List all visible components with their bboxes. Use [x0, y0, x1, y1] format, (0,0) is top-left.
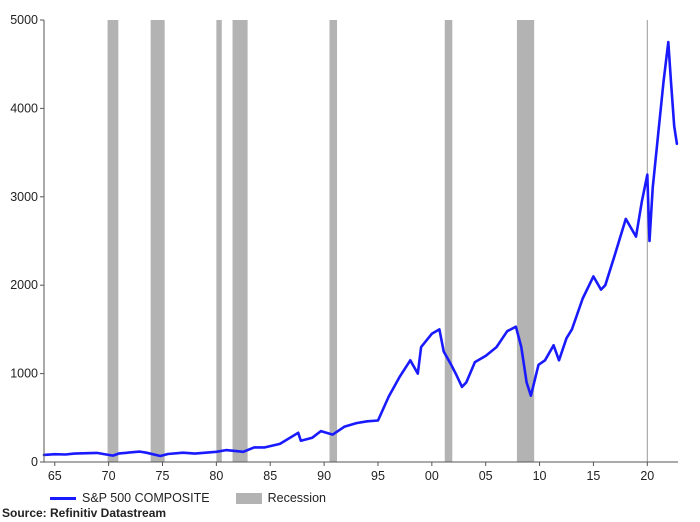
x-tick-label-3: 80	[209, 469, 223, 483]
x-tick-label-9: 10	[533, 469, 547, 483]
series-layer	[42, 40, 679, 458]
x-tick-label-1: 70	[102, 469, 116, 483]
recession-band-1	[150, 20, 165, 462]
y-tick-label-2: 2000	[10, 278, 38, 292]
x-tick-label-11: 20	[640, 469, 654, 483]
recession-band-0	[107, 20, 119, 462]
legend-item-sp500: S&P 500 COMPOSITE	[50, 491, 210, 505]
recession-band-4	[329, 20, 338, 462]
x-tick-label-4: 85	[263, 469, 277, 483]
x-tick-label-10: 15	[586, 469, 600, 483]
x-tick-label-8: 05	[479, 469, 493, 483]
y-tick-label-4: 4000	[10, 101, 38, 115]
x-tick-label-5: 90	[317, 469, 331, 483]
legend-label-recession: Recession	[267, 491, 326, 505]
y-tick-label-0: 0	[31, 455, 38, 469]
legend-swatch-box	[235, 492, 262, 504]
recession-band-2	[216, 20, 222, 462]
x-tick-label-0: 65	[48, 469, 62, 483]
source-note: Source: Refinitiv Datastream	[2, 506, 167, 520]
y-tick-label-3: 3000	[10, 190, 38, 204]
axes	[43, 20, 678, 463]
y-tick-labels: 0 1000 2000 3000 4000 5000	[10, 13, 44, 469]
legend-item-recession: Recession	[235, 491, 326, 505]
legend-label-sp500: S&P 500 COMPOSITE	[82, 491, 210, 505]
x-tick-label-7: 00	[425, 469, 439, 483]
series-line-sp500	[42, 40, 679, 458]
recession-band-3	[232, 20, 248, 462]
x-tick-labels: 65 70 75 80 85 90 95 00 05 10 15 20	[48, 462, 654, 483]
x-tick-label-6: 95	[371, 469, 385, 483]
legend-swatch-line	[50, 496, 76, 500]
x-tick-label-2: 75	[156, 469, 170, 483]
recession-bands	[107, 20, 535, 462]
legend: S&P 500 COMPOSITE Recession	[50, 489, 352, 507]
recession-band-5	[444, 20, 453, 462]
y-tick-label-5: 5000	[10, 13, 38, 27]
y-tick-label-1: 1000	[10, 367, 38, 381]
